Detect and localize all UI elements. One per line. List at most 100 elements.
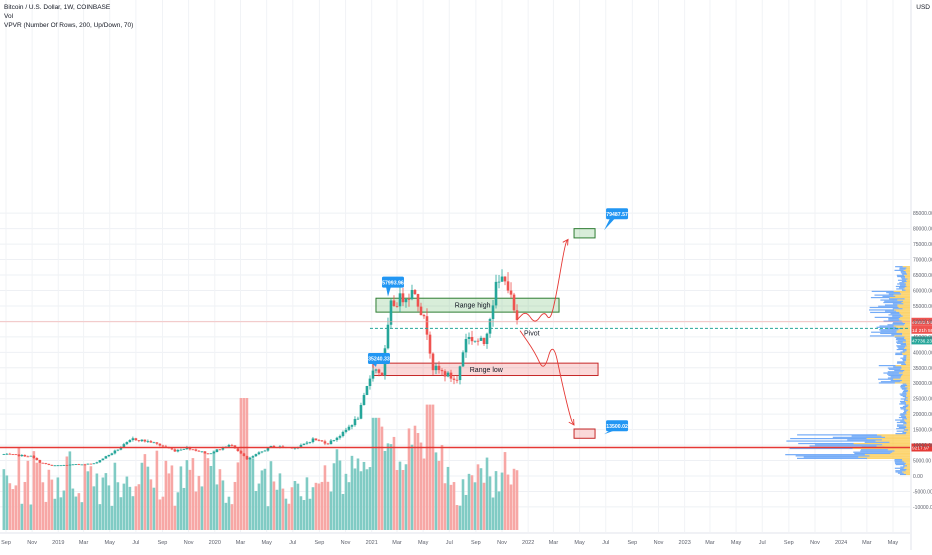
y-tick-label: 5000.00 [913, 459, 931, 465]
volume-bar [50, 479, 54, 530]
candle-body [131, 438, 135, 441]
volume-bar [62, 490, 66, 530]
y-tick-label: 15000.00 [913, 428, 932, 434]
candle [461, 350, 465, 368]
vpvr-row-down [905, 362, 910, 364]
vpvr-row-up [832, 436, 886, 438]
candle-body [497, 281, 501, 283]
candle [356, 416, 360, 420]
y-tick-label: 20000.00 [913, 412, 932, 418]
vpvr-row-up [900, 386, 906, 388]
volume-bar [266, 506, 270, 530]
volume-bar [467, 473, 471, 530]
x-tick-label: 2019 [52, 540, 64, 546]
volume-bar [350, 455, 354, 530]
candle-body [413, 289, 417, 295]
candle [437, 361, 441, 374]
x-tick-label: 2020 [209, 540, 221, 546]
candle-body [365, 385, 369, 395]
vpvr-row-down [904, 414, 910, 416]
x-tick-label: Nov [341, 540, 351, 546]
vpvr-row-up [894, 336, 905, 338]
vpvr-row-down [906, 410, 910, 412]
support-price-tag: 9217.97 [912, 445, 930, 451]
volume-bar [65, 456, 69, 530]
candle [260, 451, 264, 454]
candle [365, 385, 369, 396]
candle [344, 427, 348, 434]
vpvr-row-down [902, 341, 910, 343]
candle [47, 463, 51, 466]
volume-bar [323, 465, 327, 530]
candle-body [65, 465, 69, 466]
candle-body [446, 372, 450, 377]
candle-body [2, 454, 6, 456]
vpvr-row-down [897, 304, 910, 306]
vpvr-row-up [892, 308, 903, 310]
vpvr-row-down [902, 315, 910, 317]
vpvr-row-up [870, 311, 900, 314]
vpvr-row-up [887, 377, 901, 379]
vpvr-row-down [887, 449, 910, 451]
volume-bar [281, 488, 285, 530]
candle [467, 332, 471, 345]
vpvr-row-up [899, 400, 906, 403]
candle [434, 363, 438, 375]
callout-label: 35240.33 [368, 357, 390, 363]
vpvr-row-up [895, 471, 903, 473]
volume-bar [125, 476, 129, 530]
candle-body [215, 449, 219, 453]
candle [32, 455, 36, 459]
volume-bar [191, 458, 195, 530]
vpvr-row-down [906, 473, 910, 476]
candle [479, 335, 483, 342]
y-axis[interactable]: -10000.00 -5000.00 0.00 5000.00 10000.00 1500… [910, 0, 932, 550]
x-axis[interactable]: Sep Nov 2019 Mar May Jul Sep Nov 2020 Mar May Jul Se… [0, 532, 910, 546]
vpvr-row-down [869, 455, 910, 457]
vpvr-row-up [895, 433, 906, 435]
vpvr-row-up [851, 435, 882, 437]
volume-bar [491, 497, 495, 530]
vpvr-row-up [900, 466, 905, 468]
vpvr-row-up [874, 294, 894, 296]
vpvr-row-down [892, 451, 910, 453]
candle [215, 448, 219, 453]
volume-bar [107, 485, 111, 530]
indicator-vpvr-label[interactable]: VPVR (Number Of Rows, 200, Up/Down, 70) [4, 22, 134, 29]
indicator-vol-label[interactable]: Vol [4, 13, 14, 20]
volume-bar [128, 486, 132, 530]
candle-body [221, 447, 225, 450]
vpvr-row-down [900, 316, 910, 318]
vpvr-row-down [901, 314, 910, 316]
candle [41, 462, 45, 464]
volume-bar [485, 457, 489, 530]
vpvr-row-up [900, 408, 906, 410]
vpvr-row-up [900, 284, 906, 286]
vpvr-row-up [899, 414, 905, 416]
candle-body [314, 438, 318, 441]
volume-bar [398, 461, 402, 530]
candle-body [323, 441, 327, 444]
vpvr-row-down [901, 376, 910, 378]
candle-body [488, 319, 492, 334]
vpvr-row-down [905, 462, 910, 464]
vpvr-row-up [896, 345, 907, 347]
candle-body [68, 464, 72, 466]
volume-bar [194, 491, 198, 530]
volume-bar [341, 493, 345, 530]
volume-bar [149, 479, 153, 530]
candle-body [443, 371, 447, 377]
vpvr-row-down [901, 367, 910, 369]
candle-body [458, 366, 462, 381]
y-tick-label: 40000.00 [913, 350, 932, 356]
candle [86, 463, 90, 465]
volume-bar [470, 475, 474, 530]
volume-bar [434, 452, 438, 530]
candle [353, 416, 357, 427]
candle [407, 293, 411, 307]
vpvr-row-up [880, 299, 898, 301]
candle-body [113, 450, 117, 454]
vpvr-row-up [897, 340, 906, 342]
vpvr-row-up [894, 369, 905, 372]
